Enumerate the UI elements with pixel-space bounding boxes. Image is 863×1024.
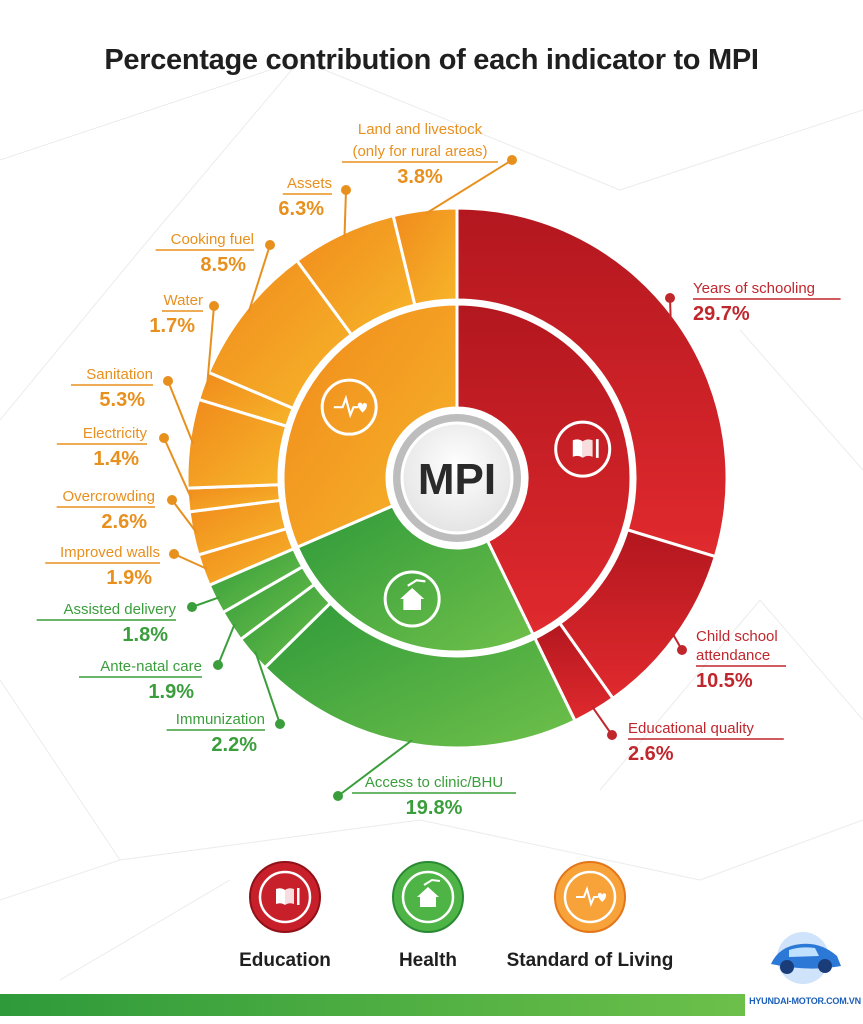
inner-slice-education xyxy=(455,302,633,637)
value-sanitation: 5.3% xyxy=(99,389,145,411)
leader-ante-natal-care xyxy=(217,623,236,666)
label-improved-walls: Improved walls xyxy=(60,544,160,561)
label-line-1: Land and livestock xyxy=(358,121,483,138)
value-improved-walls: 1.9% xyxy=(106,567,152,589)
label-ante-natal-care: Ante-natal care xyxy=(100,658,202,675)
label-educational-quality: Educational quality xyxy=(628,720,754,737)
leader-cooking-fuel xyxy=(247,244,271,314)
leader-dot-assisted-delivery xyxy=(187,602,197,612)
label-access-to-clinic-bhu: Access to clinic/BHU xyxy=(365,774,503,791)
leader-dot-assets xyxy=(341,185,351,195)
leader-electricity xyxy=(163,437,193,501)
legend-health-label: Health xyxy=(398,950,458,971)
leader-dot-child-school-attendance xyxy=(677,645,687,655)
leader-dot-ante-natal-care xyxy=(213,660,223,670)
group-icons xyxy=(320,378,612,628)
center-disc xyxy=(400,421,514,535)
value-land-and-livestock-only-for-rural-areas: 3.8% xyxy=(397,166,443,188)
outer-ring xyxy=(185,206,729,750)
value-assets: 6.3% xyxy=(278,198,324,220)
label-water: Water xyxy=(164,292,203,309)
legend-house-icon xyxy=(392,861,464,933)
value-years-of-schooling: 29.7% xyxy=(693,303,750,325)
book-icon xyxy=(554,420,612,478)
leader-dot-access-to-clinic-bhu xyxy=(333,791,343,801)
label-land-and-livestock-only-for-rural-areas: Land and livestock (only for rural areas) xyxy=(352,121,487,160)
label-cooking-fuel: Cooking fuel xyxy=(171,231,254,248)
bottom-bar xyxy=(0,994,745,1016)
legend-heartbeat-icon xyxy=(554,861,626,933)
value-electricity: 1.4% xyxy=(93,448,139,470)
leader-dot-land-and-livestock-only-for-rural-areas xyxy=(507,155,517,165)
value-ante-natal-care: 1.9% xyxy=(148,681,194,703)
leader-dot-improved-walls xyxy=(169,549,179,559)
value-overcrowding: 2.6% xyxy=(101,511,147,533)
label-child-school-attendance: Child school attendance xyxy=(696,628,778,664)
label-assisted-delivery: Assisted delivery xyxy=(63,601,176,618)
label-immunization: Immunization xyxy=(176,711,265,728)
leader-dot-electricity xyxy=(159,433,169,443)
leader-dot-sanitation xyxy=(163,376,173,386)
leader-access-to-clinic-bhu xyxy=(337,739,413,797)
watermark: HYUNDAI-MOTOR.COM.VN xyxy=(749,920,861,1020)
slice-land-and-livestock-only-for-rural-areas xyxy=(391,206,459,307)
leader-dot-cooking-fuel xyxy=(265,240,275,250)
leader-overcrowding xyxy=(171,499,198,534)
value-cooking-fuel: 8.5% xyxy=(200,254,246,276)
legend-book-icon xyxy=(249,861,321,933)
label-line-2: (only for rural areas) xyxy=(352,143,487,160)
center-label: MPI xyxy=(418,455,496,504)
slice-years-of-schooling xyxy=(455,206,729,559)
slice-labels: Years of schooling 29.7% Child school atten… xyxy=(36,121,841,819)
leader-dot-immunization xyxy=(275,719,285,729)
leader-dot-educational-quality xyxy=(607,730,617,740)
label-overcrowding: Overcrowding xyxy=(62,488,155,505)
leader-educational-quality xyxy=(591,706,613,736)
leader-sanitation xyxy=(167,380,195,445)
value-water: 1.7% xyxy=(149,315,195,337)
leader-immunization xyxy=(254,651,281,725)
leader-dot-years-of-schooling xyxy=(665,293,675,303)
watermark-text: HYUNDAI-MOTOR.COM.VN xyxy=(749,996,861,1006)
value-child-school-attendance: 10.5% xyxy=(696,670,753,692)
chart-title: Percentage contribution of each indicato… xyxy=(104,44,759,76)
house-icon xyxy=(383,570,441,628)
legend-living-label: Standard of Living xyxy=(506,950,674,971)
car-logo-icon xyxy=(771,932,841,984)
legend-education-label: Education xyxy=(239,950,331,971)
value-educational-quality: 2.6% xyxy=(628,743,674,765)
leader-water xyxy=(206,305,215,388)
slice-access-to-clinic-bhu xyxy=(262,600,578,750)
leader-dot-water xyxy=(209,301,219,311)
leader-dot-overcrowding xyxy=(167,495,177,505)
legend-icons xyxy=(249,861,626,933)
leader-land-and-livestock-only-for-rural-areas xyxy=(424,159,513,215)
label-sanitation: Sanitation xyxy=(86,366,153,383)
value-assisted-delivery: 1.8% xyxy=(122,624,168,646)
label-years-of-schooling: Years of schooling xyxy=(693,280,815,297)
leader-lines xyxy=(159,155,687,801)
label-electricity: Electricity xyxy=(83,425,148,442)
inner-slice-health xyxy=(295,503,536,654)
leader-assets xyxy=(343,189,347,237)
value-access-to-clinic-bhu: 19.8% xyxy=(406,797,463,819)
label-assets: Assets xyxy=(287,175,332,192)
value-immunization: 2.2% xyxy=(211,734,257,756)
center-hub: MPI xyxy=(393,414,521,542)
leader-improved-walls xyxy=(173,553,208,570)
heartbeat-icon xyxy=(320,378,378,436)
